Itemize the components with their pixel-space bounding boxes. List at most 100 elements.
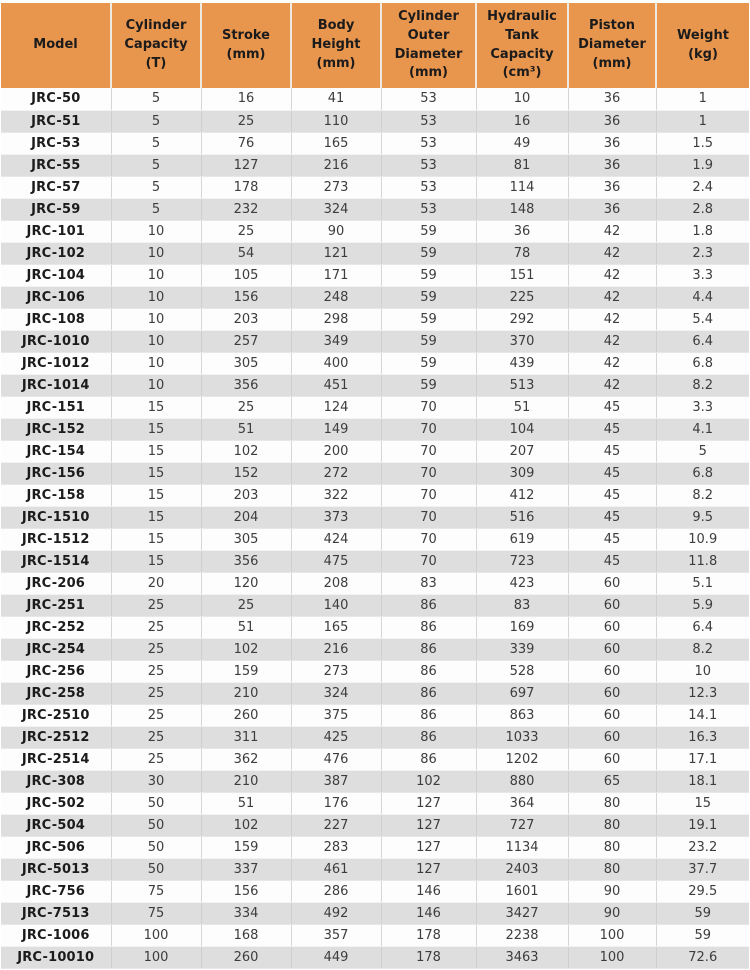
value-cell: 9.5 (656, 506, 749, 529)
value-cell: 25 (111, 682, 202, 705)
value-cell: 305 (201, 528, 292, 551)
table-row: JRC-1510 15 204 373 70 516 45 9.5 (1, 506, 749, 529)
value-cell: 80 (568, 858, 657, 881)
value-cell: 42 (568, 352, 657, 375)
table-row: JRC-251 25 25 140 86 83 60 5.9 (1, 594, 749, 617)
value-cell: 200 (291, 440, 382, 463)
value-cell: 356 (201, 374, 292, 397)
value-cell: 880 (476, 770, 569, 793)
value-cell: 10 (111, 242, 202, 265)
value-cell: 324 (291, 198, 382, 221)
value-cell: 8.2 (656, 638, 749, 661)
value-cell: 412 (476, 484, 569, 507)
value-cell: 36 (568, 154, 657, 177)
value-cell: 349 (291, 330, 382, 353)
value-cell: 8.2 (656, 484, 749, 507)
value-cell: 60 (568, 616, 657, 639)
table-row: JRC-5013 50 337 461 127 2403 80 37.7 (1, 858, 749, 881)
value-cell: 86 (381, 594, 477, 617)
value-cell: 114 (476, 176, 569, 199)
value-cell: 42 (568, 330, 657, 353)
table-row: JRC-104 10 105 171 59 151 42 3.3 (1, 264, 749, 287)
value-cell: 25 (201, 110, 292, 133)
value-cell: 102 (201, 440, 292, 463)
value-cell: 86 (381, 726, 477, 749)
model-cell: JRC-1014 (1, 374, 112, 397)
value-cell: 146 (381, 902, 477, 925)
model-cell: JRC-108 (1, 308, 112, 331)
value-cell: 59 (381, 374, 477, 397)
model-cell: JRC-104 (1, 264, 112, 287)
model-cell: JRC-50 (1, 88, 112, 111)
table-header: Model Cylinder Capacity (T) Stroke (mm) … (1, 3, 749, 88)
value-cell: 324 (291, 682, 382, 705)
value-cell: 5 (111, 132, 202, 155)
value-cell: 16 (201, 88, 292, 111)
value-cell: 298 (291, 308, 382, 331)
value-cell: 210 (201, 682, 292, 705)
value-cell: 70 (381, 396, 477, 419)
table-row: JRC-156 15 152 272 70 309 45 6.8 (1, 462, 749, 485)
value-cell: 80 (568, 792, 657, 815)
value-cell: 15 (111, 396, 202, 419)
header-outer-diameter: Cylinder Outer Diameter (mm) (381, 3, 477, 88)
model-cell: JRC-106 (1, 286, 112, 309)
value-cell: 10 (656, 660, 749, 683)
header-row: Model Cylinder Capacity (T) Stroke (mm) … (1, 3, 749, 88)
value-cell: 2.3 (656, 242, 749, 265)
table-row: JRC-57 5 178 273 53 114 36 2.4 (1, 176, 749, 199)
value-cell: 25 (111, 616, 202, 639)
value-cell: 45 (568, 550, 657, 573)
value-cell: 100 (568, 946, 657, 969)
value-cell: 4.4 (656, 286, 749, 309)
value-cell: 322 (291, 484, 382, 507)
table-row: JRC-506 50 159 283 127 1134 80 23.2 (1, 836, 749, 859)
value-cell: 15 (111, 418, 202, 441)
value-cell: 36 (568, 88, 657, 111)
value-cell: 110 (291, 110, 382, 133)
value-cell: 70 (381, 550, 477, 573)
model-cell: JRC-256 (1, 660, 112, 683)
value-cell: 121 (291, 242, 382, 265)
model-cell: JRC-2510 (1, 704, 112, 727)
model-cell: JRC-252 (1, 616, 112, 639)
value-cell: 357 (291, 924, 382, 947)
value-cell: 248 (291, 286, 382, 309)
value-cell: 165 (291, 132, 382, 155)
value-cell: 337 (201, 858, 292, 881)
value-cell: 3427 (476, 902, 569, 925)
value-cell: 207 (476, 440, 569, 463)
value-cell: 70 (381, 484, 477, 507)
value-cell: 5.4 (656, 308, 749, 331)
value-cell: 53 (381, 154, 477, 177)
value-cell: 59 (381, 308, 477, 331)
value-cell: 60 (568, 638, 657, 661)
value-cell: 60 (568, 660, 657, 683)
value-cell: 210 (201, 770, 292, 793)
value-cell: 10 (111, 220, 202, 243)
value-cell: 6.4 (656, 616, 749, 639)
table-body: JRC-50 5 16 41 53 10 36 1 JRC-51 5 25 110 53 16 36 1 JRC… (1, 88, 749, 969)
value-cell: 5 (111, 198, 202, 221)
model-cell: JRC-59 (1, 198, 112, 221)
table-row: JRC-102 10 54 121 59 78 42 2.3 (1, 242, 749, 265)
value-cell: 461 (291, 858, 382, 881)
value-cell: 5 (111, 110, 202, 133)
value-cell: 127 (201, 154, 292, 177)
value-cell: 1.5 (656, 132, 749, 155)
value-cell: 15 (111, 484, 202, 507)
value-cell: 42 (568, 220, 657, 243)
value-cell: 171 (291, 264, 382, 287)
value-cell: 90 (568, 902, 657, 925)
value-cell: 16 (476, 110, 569, 133)
model-cell: JRC-10010 (1, 946, 112, 969)
value-cell: 70 (381, 462, 477, 485)
model-cell: JRC-5013 (1, 858, 112, 881)
model-cell: JRC-254 (1, 638, 112, 661)
value-cell: 387 (291, 770, 382, 793)
header-weight: Weight (kg) (656, 3, 749, 88)
value-cell: 3.3 (656, 396, 749, 419)
value-cell: 15 (111, 506, 202, 529)
value-cell: 60 (568, 748, 657, 771)
value-cell: 86 (381, 682, 477, 705)
